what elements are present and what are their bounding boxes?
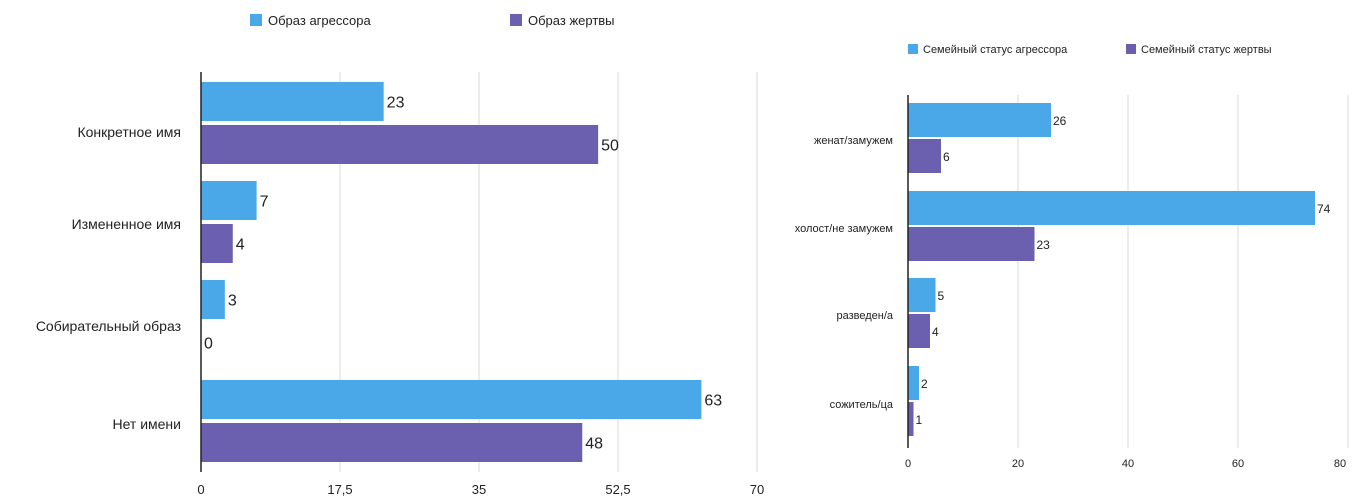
bar [201,380,702,419]
x-tick-label: 60 [1232,458,1244,470]
chart-right-legend: Семейный статус агрессора Семейный стату… [908,44,1272,56]
chart-right-x-ticks: 0 20 40 60 80 [905,458,1346,470]
chart-right-gridlines [1017,95,1349,448]
x-tick-label: 35 [472,482,486,497]
bar [201,181,257,220]
legend-label-aggressor-status: Семейный статус агрессора [923,44,1068,56]
data-label: 74 [1317,202,1331,216]
chart-left-x-ticks: 0 17,5 35 52,5 70 [197,482,764,497]
chart-left-bars [201,82,702,462]
legend-label-victim-status: Семейный статус жертвы [1141,44,1272,56]
legend-label-aggressor: Образ агрессора [268,13,371,28]
bar [908,366,919,400]
chart-left: Образ агрессора Образ жертвы 23 50 7 4 3 0 63 4… [36,13,764,497]
legend-swatch-aggressor-status [908,44,918,54]
data-label: 0 [204,336,213,353]
chart-left-value-labels: 23 50 7 4 3 0 63 48 [204,95,722,453]
bar [908,139,941,173]
bar [201,82,384,121]
category-label: сожитель/ца [830,399,894,411]
category-label: Конкретное имя [77,124,181,140]
chart-right: Семейный статус агрессора Семейный стату… [795,44,1349,470]
legend-swatch-victim-status [1126,44,1136,54]
data-label: 50 [601,138,619,155]
chart-left-category-labels: Конкретное имя Измененное имя Собиратель… [36,124,181,432]
category-label: разведен/а [836,310,893,322]
data-label: 4 [932,325,939,339]
x-tick-label: 0 [197,482,204,497]
bar [908,278,936,312]
data-label: 63 [704,393,722,410]
data-label: 5 [938,289,945,303]
data-label: 6 [943,150,950,164]
x-tick-label: 0 [905,458,911,470]
category-label: Нет имени [112,416,181,432]
x-tick-label: 17,5 [327,482,352,497]
chart-right-bars [908,103,1315,436]
bar [908,314,930,348]
data-label: 3 [228,293,237,310]
data-label: 26 [1053,114,1067,128]
legend-swatch-aggressor [250,14,262,26]
data-label: 23 [1037,238,1051,252]
bar [201,224,233,263]
category-label: холост/не замужем [795,223,893,235]
chart-left-legend: Образ агрессора Образ жертвы [250,13,615,28]
x-tick-label: 52,5 [605,482,630,497]
x-tick-label: 80 [1334,458,1346,470]
data-label: 7 [260,194,269,211]
category-label: женат/замужем [814,135,893,147]
category-label: Собирательный образ [36,318,181,334]
bar [201,280,225,319]
data-label: 48 [585,436,603,453]
bar [908,227,1035,261]
data-label: 4 [236,237,245,254]
bar [908,402,914,436]
x-tick-label: 70 [750,482,764,497]
bar [201,423,583,462]
bar [908,191,1315,225]
category-label: Измененное имя [72,216,181,232]
bar [201,125,599,164]
legend-label-victim: Образ жертвы [528,13,615,28]
data-label: 23 [387,95,405,112]
data-label: 2 [921,377,928,391]
legend-swatch-victim [510,14,522,26]
chart-right-category-labels: женат/замужем холост/не замужем разведен… [795,135,894,411]
chart-right-value-labels: 26 6 74 23 5 4 2 1 [916,114,1331,427]
bar [908,103,1051,137]
data-label: 1 [916,413,923,427]
x-tick-label: 20 [1012,458,1024,470]
x-tick-label: 40 [1122,458,1134,470]
